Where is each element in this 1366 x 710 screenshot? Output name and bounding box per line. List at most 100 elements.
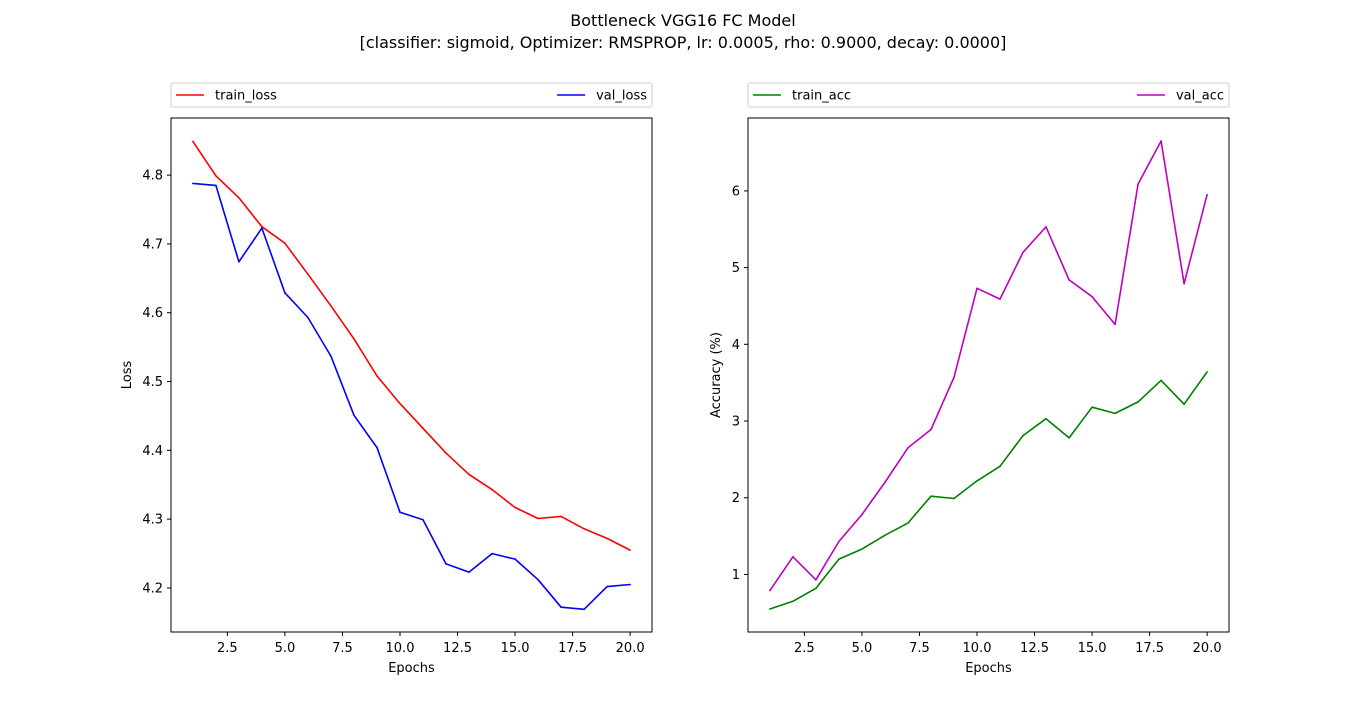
data-point-val_acc-20 bbox=[1206, 193, 1208, 196]
x-tick-label: 15.0 bbox=[1078, 641, 1107, 656]
legend-box bbox=[747, 82, 1230, 108]
data-point-train_acc-10 bbox=[976, 480, 978, 482]
data-point-val_acc-3 bbox=[815, 579, 817, 581]
data-point-train_acc-17 bbox=[1137, 401, 1139, 403]
data-point-train_acc-20 bbox=[1206, 371, 1208, 373]
data-point-val_loss-7 bbox=[330, 355, 332, 357]
data-point-val_loss-6 bbox=[307, 316, 309, 319]
data-point-val_acc-4 bbox=[838, 540, 840, 543]
legend-box bbox=[170, 82, 653, 108]
data-point-train_acc-5 bbox=[861, 548, 863, 550]
data-point-val_acc-11 bbox=[999, 298, 1001, 300]
data-point-val_loss-5 bbox=[284, 291, 286, 294]
data-point-val_loss-20 bbox=[629, 583, 631, 586]
data-point-train_loss-10 bbox=[399, 402, 401, 405]
y-tick-label: 4.6 bbox=[142, 306, 163, 321]
legend-label-train_acc: train_acc bbox=[792, 89, 851, 104]
chart-panel-2: 2.5 5.0 7.5 10.0 12.5 15.0 17.5 20.0 1 2 3 4 5 6 Epoch… bbox=[709, 82, 1230, 676]
data-point-val_loss-2 bbox=[215, 184, 217, 187]
data-point-train_acc-19 bbox=[1183, 403, 1185, 405]
data-point-train_loss-2 bbox=[215, 174, 217, 177]
data-point-train_acc-16 bbox=[1114, 412, 1116, 415]
data-point-train_acc-4 bbox=[838, 558, 840, 560]
x-tick-label: 10.0 bbox=[963, 641, 992, 656]
data-point-train_loss-3 bbox=[238, 197, 240, 199]
data-point-val_acc-15 bbox=[1091, 295, 1093, 298]
x-tick-label: 12.5 bbox=[443, 641, 472, 656]
data-point-val_loss-17 bbox=[560, 606, 562, 609]
data-point-train_loss-16 bbox=[537, 517, 539, 520]
data-point-train_acc-15 bbox=[1091, 406, 1093, 409]
data-point-val_acc-8 bbox=[930, 428, 932, 431]
x-tick-label: 2.5 bbox=[217, 641, 238, 656]
data-point-train_acc-18 bbox=[1160, 379, 1162, 382]
data-point-train_acc-14 bbox=[1068, 437, 1070, 439]
data-point-val_acc-9 bbox=[953, 376, 955, 379]
data-point-val_loss-3 bbox=[238, 261, 240, 263]
data-point-val_acc-1 bbox=[769, 589, 771, 592]
data-point-val_acc-18 bbox=[1160, 140, 1162, 142]
y-axis-label: Loss bbox=[120, 361, 135, 390]
data-point-train_acc-11 bbox=[999, 465, 1001, 468]
data-point-train_loss-13 bbox=[468, 473, 470, 476]
data-point-val_acc-17 bbox=[1137, 183, 1139, 185]
x-tick-label: 20.0 bbox=[1193, 641, 1222, 656]
data-point-val_loss-18 bbox=[583, 608, 585, 611]
legend-label-val_acc: val_acc bbox=[1176, 89, 1224, 104]
data-point-val_acc-19 bbox=[1183, 282, 1185, 285]
data-point-val_acc-6 bbox=[884, 481, 886, 484]
x-tick-label: 2.5 bbox=[794, 641, 815, 656]
data-point-val_acc-12 bbox=[1022, 251, 1024, 254]
data-point-train_acc-1 bbox=[769, 608, 771, 610]
data-point-train_acc-6 bbox=[884, 534, 886, 537]
figure-subtitle: [classifier: sigmoid, Optimizer: RMSPROP… bbox=[359, 33, 1007, 52]
data-point-val_acc-16 bbox=[1114, 323, 1116, 326]
y-tick-label: 4.8 bbox=[142, 169, 163, 184]
data-point-train_loss-1 bbox=[192, 140, 194, 143]
x-tick-label: 5.0 bbox=[852, 641, 873, 656]
data-point-train_acc-7 bbox=[907, 522, 909, 524]
data-point-train_loss-5 bbox=[284, 242, 286, 245]
data-point-val_loss-4 bbox=[261, 227, 263, 229]
data-point-val_loss-8 bbox=[353, 414, 355, 417]
y-tick-label: 4.4 bbox=[142, 444, 163, 459]
x-tick-label: 17.5 bbox=[558, 641, 587, 656]
y-tick-label: 4.2 bbox=[142, 581, 163, 596]
data-point-train_loss-20 bbox=[629, 549, 631, 551]
data-point-val_loss-9 bbox=[376, 446, 378, 449]
data-point-val_loss-19 bbox=[606, 585, 608, 588]
x-tick-label: 7.5 bbox=[332, 641, 353, 656]
data-point-val_acc-14 bbox=[1068, 279, 1070, 281]
x-tick-label: 7.5 bbox=[909, 641, 930, 656]
chart-panel-1: 2.5 5.0 7.5 10.0 12.5 15.0 17.5 20.0 4.2 4.3 4.4 4.… bbox=[120, 82, 653, 676]
data-point-train_loss-19 bbox=[606, 537, 608, 540]
data-point-val_loss-12 bbox=[445, 563, 447, 565]
data-point-train_loss-8 bbox=[353, 338, 355, 340]
data-point-train_loss-12 bbox=[445, 452, 447, 454]
data-point-train_loss-18 bbox=[583, 527, 585, 530]
x-axis-label: Epochs bbox=[388, 661, 435, 676]
y-tick-label: 4 bbox=[732, 338, 740, 353]
data-point-val_loss-16 bbox=[537, 578, 539, 581]
y-tick-label: 4.7 bbox=[142, 237, 163, 252]
data-point-val_loss-1 bbox=[192, 182, 194, 185]
y-tick-label: 4.3 bbox=[142, 513, 163, 528]
data-point-train_loss-6 bbox=[307, 273, 309, 275]
x-tick-label: 20.0 bbox=[616, 641, 645, 656]
data-point-train_acc-9 bbox=[953, 497, 955, 500]
data-point-val_loss-14 bbox=[491, 552, 493, 555]
data-point-train_acc-2 bbox=[792, 600, 794, 603]
data-point-train_loss-11 bbox=[422, 427, 424, 430]
data-point-val_loss-15 bbox=[514, 558, 516, 560]
data-point-val_loss-11 bbox=[422, 519, 424, 521]
x-tick-label: 5.0 bbox=[275, 641, 296, 656]
series-line-val_acc bbox=[769, 140, 1208, 592]
data-point-train_acc-13 bbox=[1045, 417, 1047, 420]
y-tick-label: 1 bbox=[732, 568, 740, 583]
data-point-val_loss-13 bbox=[468, 571, 470, 573]
data-point-val_acc-7 bbox=[907, 447, 909, 449]
data-point-train_loss-14 bbox=[491, 488, 493, 491]
data-point-train_acc-8 bbox=[930, 495, 932, 498]
series-line-val_loss bbox=[192, 182, 631, 611]
